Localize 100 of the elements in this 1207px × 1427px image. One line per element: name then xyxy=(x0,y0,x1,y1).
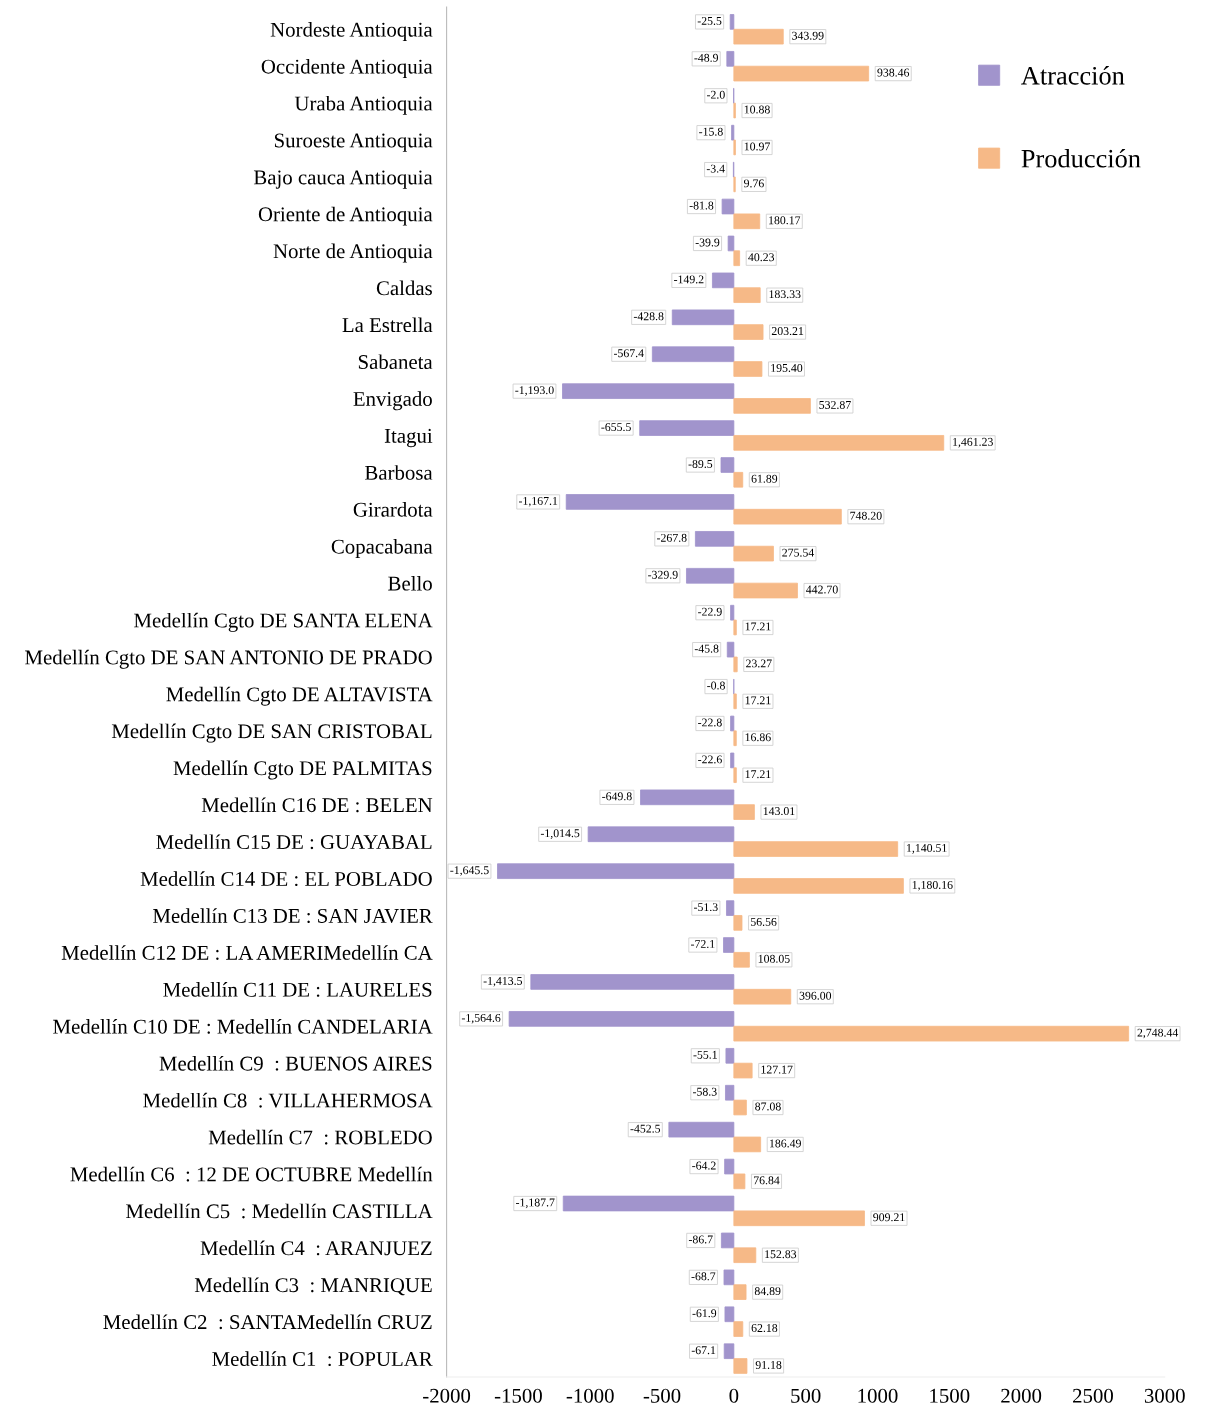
bar xyxy=(733,213,761,230)
bar xyxy=(733,250,741,267)
data-label: 62.18 xyxy=(751,1324,778,1333)
data-label: 1,180.16 xyxy=(912,880,953,891)
data-label: 2,748.44 xyxy=(1137,1028,1179,1039)
x-tick-label: 0 xyxy=(729,1388,739,1403)
bar xyxy=(733,1210,865,1227)
y-tick-label: Girardota xyxy=(353,502,433,517)
bar xyxy=(497,863,735,879)
y-tick-label: Medellín C3 : MANRIQUE xyxy=(194,1277,432,1296)
bar xyxy=(733,361,763,377)
x-tick-label: 1000 xyxy=(858,1388,898,1403)
bar xyxy=(712,272,735,289)
bar xyxy=(733,1284,747,1300)
y-tick-label: Medellín C9 : BUENOS AIRES xyxy=(159,1055,432,1071)
data-label: -48.9 xyxy=(694,53,719,62)
bar xyxy=(727,235,735,252)
data-label: 91.18 xyxy=(755,1360,782,1369)
y-tick-label: La Estrella xyxy=(342,317,433,333)
bar xyxy=(733,398,811,414)
bar xyxy=(733,1099,747,1116)
legend-label: Atracción xyxy=(1021,66,1125,85)
bar xyxy=(733,1173,746,1190)
data-label: -1,413.5 xyxy=(483,976,523,987)
data-label: 143.01 xyxy=(763,807,795,816)
y-tick-label: Caldas xyxy=(376,280,432,296)
legend-label: Producción xyxy=(1021,148,1141,168)
x-tick-label: 2500 xyxy=(1073,1388,1113,1403)
data-label: -1,645.5 xyxy=(450,866,489,876)
bar xyxy=(733,324,764,340)
bar xyxy=(720,457,735,473)
y-tick-label: Uraba Antioquia xyxy=(294,95,433,115)
data-label: 87.08 xyxy=(755,1102,781,1111)
y-tick-label: Medellín C10 DE : Medellín CANDELARIA xyxy=(53,1019,433,1034)
bar xyxy=(733,435,945,451)
bar xyxy=(724,1306,735,1323)
y-tick-label: Occidente Antioquia xyxy=(261,58,433,78)
data-label: 748.20 xyxy=(850,511,882,520)
bar xyxy=(726,51,735,67)
bar xyxy=(733,1025,1130,1042)
data-label: 108.05 xyxy=(758,954,790,963)
bar xyxy=(720,1232,735,1249)
data-label: -72.1 xyxy=(691,940,715,949)
data-label: 909.21 xyxy=(873,1213,905,1222)
data-label: -45.8 xyxy=(694,644,719,653)
data-label: 10.97 xyxy=(744,142,770,151)
data-label: -68.7 xyxy=(691,1272,716,1281)
y-tick-label: Barbosa xyxy=(365,465,433,480)
y-tick-label: Itagui xyxy=(384,428,433,448)
data-label: -51.3 xyxy=(694,903,718,912)
x-tick-label: -500 xyxy=(643,1388,681,1403)
y-tick-label: Medellín C16 DE : BELEN xyxy=(201,797,433,813)
bar xyxy=(733,1247,757,1264)
data-label: -452.5 xyxy=(630,1124,661,1133)
bar xyxy=(733,28,784,45)
data-label: -3.4 xyxy=(706,164,725,173)
data-label: 61.89 xyxy=(751,474,778,483)
data-label: 84.89 xyxy=(754,1287,781,1296)
data-label: 183.33 xyxy=(769,290,801,299)
x-tick-label: 1500 xyxy=(930,1388,970,1403)
bar xyxy=(723,1269,735,1286)
data-label: -428.8 xyxy=(633,312,664,321)
data-label: -89.5 xyxy=(688,459,713,469)
bar xyxy=(671,309,735,326)
bar xyxy=(733,287,761,303)
data-label: -39.9 xyxy=(695,238,720,247)
y-tick-label: Envigado xyxy=(353,391,432,411)
data-label: -86.7 xyxy=(688,1235,713,1244)
data-label: -81.8 xyxy=(689,201,714,210)
y-tick-label: Medellín C1 : POPULAR xyxy=(212,1351,433,1367)
bar xyxy=(686,567,735,584)
y-tick-label: Medellín C6 : 12 DE OCTUBRE Medellín xyxy=(70,1166,433,1182)
data-label: 40.23 xyxy=(748,253,775,262)
bar xyxy=(724,1158,735,1175)
y-tick-label: Medellín Cgto DE SANTA ELENA xyxy=(134,612,433,632)
y-tick-label: Medellín Cgto DE SAN ANTONIO DE PRADO xyxy=(25,649,432,669)
bar xyxy=(730,752,735,769)
data-label: 938.46 xyxy=(877,68,910,77)
data-label: -22.8 xyxy=(698,718,722,727)
bar xyxy=(726,900,735,916)
data-label: 186.49 xyxy=(770,1139,801,1148)
data-label: -1,187.7 xyxy=(516,1198,555,1209)
bar xyxy=(721,198,735,215)
y-tick-label: Suroeste Antioquia xyxy=(274,133,433,152)
data-label: 180.17 xyxy=(769,216,801,225)
data-label: -329.9 xyxy=(648,570,678,579)
y-tick-label: Medellín C8 : VILLAHERMOSA xyxy=(143,1092,433,1108)
data-label: -64.2 xyxy=(692,1161,716,1170)
data-label: 1,140.51 xyxy=(907,844,947,854)
bar xyxy=(694,531,735,547)
bar xyxy=(733,730,737,747)
y-tick-label: Medellín C7 : ROBLEDO xyxy=(208,1129,432,1145)
x-tick-label: -1000 xyxy=(566,1388,614,1403)
y-tick-label: Copacabana xyxy=(331,539,433,558)
bar xyxy=(733,878,904,894)
y-tick-label: Medellín C13 DE : SAN JAVIER xyxy=(153,908,433,924)
bar xyxy=(733,65,870,82)
bar xyxy=(530,974,735,990)
data-label: 17.21 xyxy=(745,622,771,631)
bar xyxy=(726,641,735,658)
